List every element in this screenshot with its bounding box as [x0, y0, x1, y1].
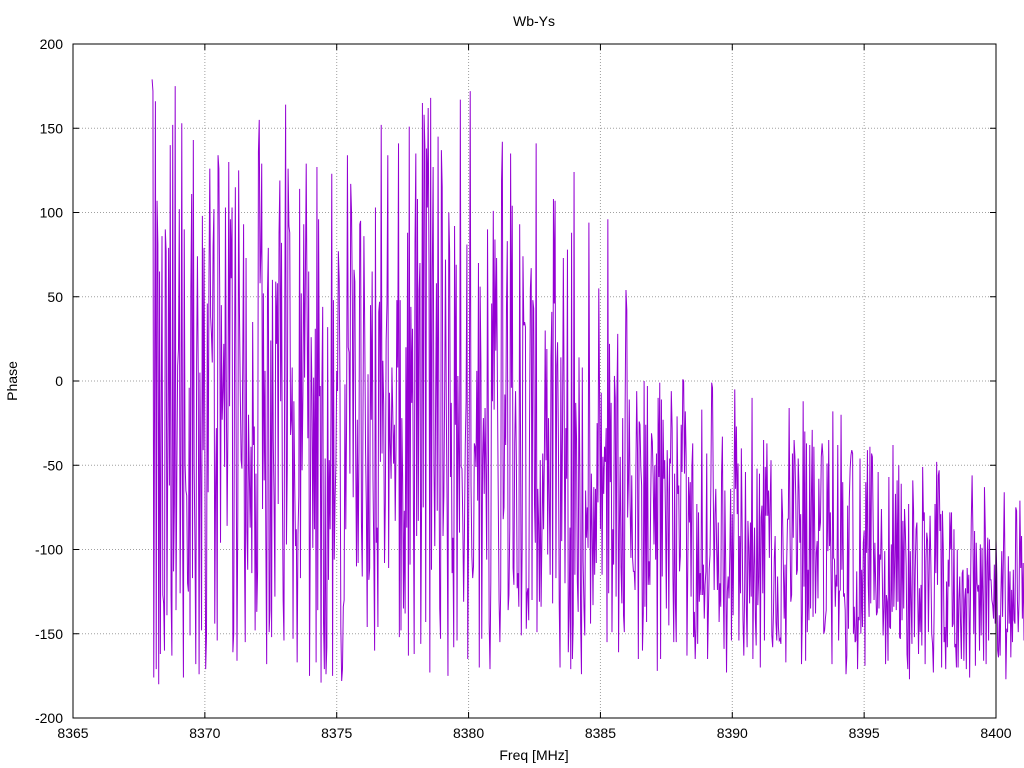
- x-tick-label: 8365: [57, 725, 88, 741]
- y-tick-label: -150: [35, 626, 63, 642]
- x-tick-labels: 8365 8370 8375 8380 8385 8390 8395 8400: [57, 725, 1011, 741]
- y-tick-label: -100: [35, 542, 63, 558]
- x-tick-label: 8385: [585, 725, 616, 741]
- x-tick-label: 8400: [980, 725, 1011, 741]
- y-axis-label: Phase: [4, 361, 20, 401]
- x-axis-label: Freq [MHz]: [499, 747, 568, 763]
- chart-title: Wb-Ys: [513, 13, 555, 29]
- x-tick-label: 8370: [189, 725, 220, 741]
- x-tick-label: 8390: [717, 725, 748, 741]
- y-tick-label: 200: [40, 36, 64, 52]
- series-layer: [151, 79, 1024, 685]
- y-tick-label: 50: [47, 289, 63, 305]
- x-tick-label: 8395: [849, 725, 880, 741]
- y-tick-label: 100: [40, 205, 64, 221]
- y-tick-label: 150: [40, 120, 64, 136]
- grid-lines: [73, 44, 996, 718]
- axis-ticks: [72, 43, 997, 719]
- x-tick-label: 8375: [321, 725, 352, 741]
- y-tick-label: 0: [55, 373, 63, 389]
- series-line-phase: [151, 79, 1024, 685]
- x-tick-label: 8380: [453, 725, 484, 741]
- y-tick-labels: -200 -150 -100 -50 0 50 100 150 200: [35, 36, 63, 726]
- y-tick-label: -50: [43, 457, 63, 473]
- y-tick-label: -200: [35, 710, 63, 726]
